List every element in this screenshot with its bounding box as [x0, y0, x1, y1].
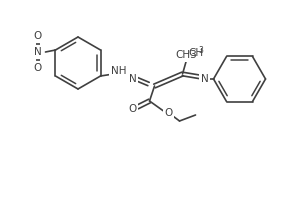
Text: O: O: [33, 31, 42, 41]
Text: O: O: [33, 63, 42, 73]
Text: O: O: [164, 108, 173, 118]
Text: 3: 3: [199, 46, 203, 55]
Text: CH3: CH3: [176, 50, 197, 60]
Text: NH: NH: [111, 66, 126, 76]
Text: N: N: [201, 74, 208, 84]
Text: CH: CH: [188, 48, 204, 58]
Text: N: N: [129, 74, 136, 84]
Text: O: O: [128, 104, 137, 114]
Text: N: N: [34, 47, 41, 57]
